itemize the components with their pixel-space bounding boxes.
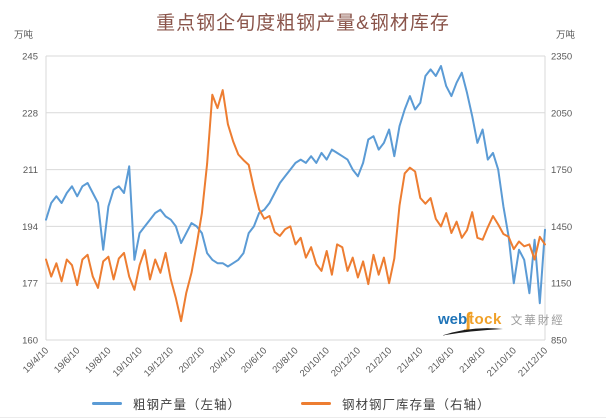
x-axis-tick-label: 19/6/10	[52, 345, 82, 375]
y-axis-tick-label-right: 850	[551, 336, 567, 347]
y-axis-tick-label-right: 1150	[551, 279, 571, 290]
y-axis-tick-label-right: 2050	[551, 108, 572, 119]
x-axis-tick-label: 21/6/10	[426, 345, 456, 375]
legend-item-crude-steel-output: 粗钢产量（左轴）	[92, 394, 241, 413]
watermark-wenhua-text: 文華財經	[510, 315, 565, 327]
legend-line-swatch-blue	[92, 402, 122, 405]
watermark-swoosh-icon	[442, 328, 503, 336]
x-axis-tick-label: 21/4/10	[395, 345, 425, 375]
x-axis-tick-label: 19/10/10	[111, 345, 145, 379]
x-axis-tick-label: 19/12/10	[142, 345, 176, 379]
x-axis-tick-label: 20/6/10	[239, 345, 269, 375]
legend-item-steel-mill-inventory: 钢材钢厂库存量（右轴）	[301, 394, 491, 413]
legend-label-crude-steel-output: 粗钢产量（左轴）	[133, 398, 242, 412]
y-axis-tick-label-left: 160	[22, 336, 38, 347]
left-axis-unit-label: 万吨	[14, 30, 34, 41]
legend-line-swatch-orange	[301, 402, 331, 405]
y-axis-tick-label-left: 194	[22, 222, 38, 233]
y-axis-tick-label-right: 1450	[551, 222, 572, 233]
series-line-steel-mill-inventory	[45, 89, 546, 323]
y-axis-tick-label-left: 245	[22, 52, 38, 63]
y-axis-tick-label-right: 1750	[551, 165, 572, 176]
y-axis-tick-label-left: 228	[22, 108, 38, 119]
x-axis-tick-label: 20/10/10	[298, 345, 332, 379]
x-axis-tick-label: 21/10/10	[485, 345, 519, 379]
right-axis-unit-label: 万吨	[556, 30, 576, 41]
x-axis-tick-label: 20/4/10	[208, 345, 238, 375]
x-axis-tick-label: 21/8/10	[458, 345, 488, 375]
x-axis-tick-label: 20/12/10	[329, 345, 363, 379]
legend-label-steel-mill-inventory: 钢材钢厂库存量（右轴）	[342, 398, 491, 412]
x-axis-tick-label: 19/4/10	[21, 345, 51, 375]
watermark-s-swoosh-glyph: ∫	[465, 309, 471, 332]
x-axis-tick-label: 19/8/10	[83, 345, 113, 375]
series-line-crude-steel-output	[45, 65, 546, 305]
y-axis-tick-label-left: 211	[23, 165, 38, 176]
y-axis-tick-label-left: 177	[22, 279, 38, 290]
x-axis-tick-label: 21/2/10	[364, 345, 394, 375]
x-axis-tick-label: 20/8/10	[270, 345, 300, 375]
watermark: web∫tock 文華財經	[438, 309, 565, 336]
chart-title: 重点钢企旬度粗钢产量&钢材库存	[156, 13, 450, 34]
y-axis-tick-label-right: 2350	[551, 52, 572, 63]
legend: 粗钢产量（左轴） 钢材钢厂库存量（右轴）	[0, 394, 606, 412]
x-axis-tick-label: 21/12/10	[516, 345, 550, 379]
watermark-web-text: web	[438, 311, 468, 328]
watermark-tock-text: tock	[468, 311, 502, 328]
x-axis-tick-label: 20/2/10	[177, 345, 207, 375]
